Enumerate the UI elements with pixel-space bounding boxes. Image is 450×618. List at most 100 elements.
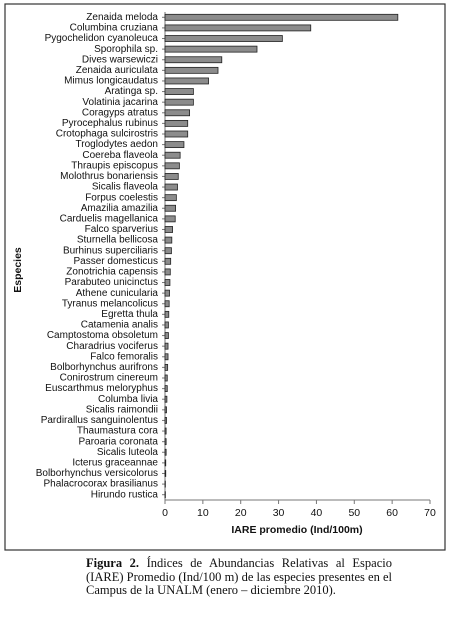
bar <box>164 342 169 350</box>
bar <box>164 98 194 106</box>
bar <box>164 24 312 32</box>
bar <box>164 141 185 149</box>
x-tick-label: 40 <box>311 507 323 519</box>
chart-frame <box>4 3 446 551</box>
y-tick-label: Parabuteo unicinctus <box>65 277 158 288</box>
bar <box>164 45 258 53</box>
bar <box>164 300 170 308</box>
bar <box>164 406 167 414</box>
y-tick-label: Egretta thula <box>101 309 158 320</box>
bar <box>164 204 176 212</box>
chart: IARE promedio (Ind/100m) Especies 0 10 20 3… <box>4 3 446 551</box>
x-tick-label: 10 <box>197 507 209 519</box>
bar <box>164 438 167 446</box>
x-tick-label: 0 <box>162 507 168 519</box>
y-tick-label: Columbina cruziana <box>70 23 159 34</box>
bar <box>164 395 168 403</box>
y-axis-label: Especies <box>12 247 24 293</box>
y-tick-label: Charadrius vociferus <box>66 341 158 352</box>
bar <box>164 385 168 393</box>
x-tick-label: 50 <box>348 507 360 519</box>
y-tick-label: Passer domesticus <box>74 256 158 267</box>
y-tick-label: Sicalis flaveola <box>92 182 159 193</box>
y-tick-label: Falco sparverius <box>85 224 158 235</box>
y-tick-label: Dives warsewiczi <box>82 54 158 65</box>
y-tick-label: Athene cunicularia <box>76 288 159 299</box>
y-tick-label: Volatinia jacarina <box>82 97 158 108</box>
y-tick-label: Coragyps atratus <box>82 107 158 118</box>
x-axis-label: IARE promedio (Ind/100m) <box>231 524 362 536</box>
y-tick-label: Catamenia analis <box>81 320 158 331</box>
bar <box>164 109 191 117</box>
bar <box>164 353 169 361</box>
y-tick-label: Hirundo rustica <box>91 489 159 500</box>
caption-label: Figura 2. <box>86 556 140 570</box>
bar <box>164 173 179 180</box>
bar <box>164 279 171 286</box>
y-tick-label: Pardirallus sanguinolentus <box>41 415 158 426</box>
y-tick-label: Bolborhynchus versicolorus <box>36 468 158 479</box>
bar <box>164 130 189 138</box>
bar <box>164 119 189 127</box>
bar <box>164 151 181 159</box>
bar <box>164 459 167 467</box>
bar <box>164 363 169 371</box>
y-tick-label: Forpus coelestis <box>85 192 158 203</box>
bar <box>164 162 180 170</box>
x-tick-label: 20 <box>235 507 247 519</box>
y-tick-label: Pygochelidon cyanoleuca <box>45 33 159 44</box>
y-tick-label: Zonotrichia capensis <box>66 267 158 278</box>
y-tick-label: Icterus graceannae <box>72 458 158 469</box>
bar <box>164 194 177 202</box>
caption-text: Índices de Abundancias Relativas al Espa… <box>86 556 392 598</box>
bar <box>164 35 283 42</box>
bar <box>164 289 170 297</box>
y-tick-label: Carduelis magellanica <box>60 214 159 225</box>
bar <box>164 236 173 244</box>
bar <box>164 183 178 191</box>
bar <box>164 321 169 329</box>
y-tick-label: Sicalis luteola <box>97 447 159 458</box>
bar <box>164 332 169 339</box>
y-tick-label: Amazilia amazilia <box>81 203 159 214</box>
y-tick-label: Zenaida auriculata <box>76 65 159 76</box>
bar <box>164 268 171 276</box>
y-tick-label: Falco femoralis <box>90 351 158 362</box>
bar <box>164 77 209 85</box>
x-tick-label: 60 <box>386 507 398 519</box>
y-tick-label: Conirostrum cinereum <box>60 373 158 384</box>
y-tick-label: Coereba flaveola <box>82 150 158 161</box>
bar <box>164 417 167 424</box>
x-tick-label: 70 <box>424 507 436 519</box>
y-tick-label: Phalacrocorax brasilianus <box>43 479 158 490</box>
x-tick-label: 30 <box>273 507 285 519</box>
y-tick-label: Sicalis raimondii <box>86 404 158 415</box>
y-tick-label: Euscarthmus meloryphus <box>45 383 158 394</box>
y-tick-label: Troglodytes aedon <box>76 139 158 150</box>
y-tick-label: Columba livia <box>98 394 158 405</box>
y-tick-label: Paroaria coronata <box>79 436 159 447</box>
bar <box>164 56 223 64</box>
y-tick-label: Aratinga sp. <box>105 86 158 97</box>
y-tick-label: Zenaida meloda <box>86 12 158 23</box>
y-tick-label: Crotophaga sulcirostris <box>56 129 158 140</box>
y-tick-label: Bolborhynchus aurifrons <box>50 362 158 373</box>
bar <box>164 470 167 477</box>
bar <box>164 374 168 382</box>
bar <box>164 226 173 233</box>
y-tick-label: Pyrocephalus rubinus <box>62 118 158 129</box>
bar <box>164 448 167 456</box>
y-tick-label: Camptostoma obsoletum <box>47 330 158 341</box>
bar <box>164 13 399 21</box>
bar <box>164 88 194 95</box>
bar <box>164 215 176 223</box>
bar <box>164 257 172 265</box>
y-tick-label: Thaumastura cora <box>77 426 159 437</box>
y-tick-label: Burhinus superciliaris <box>63 245 158 256</box>
y-tick-label: Molothrus bonariensis <box>60 171 158 182</box>
y-tick-label: Sporophila sp. <box>94 44 158 55</box>
y-tick-label: Sturnella bellicosa <box>77 235 159 246</box>
bar <box>164 247 172 255</box>
bar <box>164 427 167 435</box>
